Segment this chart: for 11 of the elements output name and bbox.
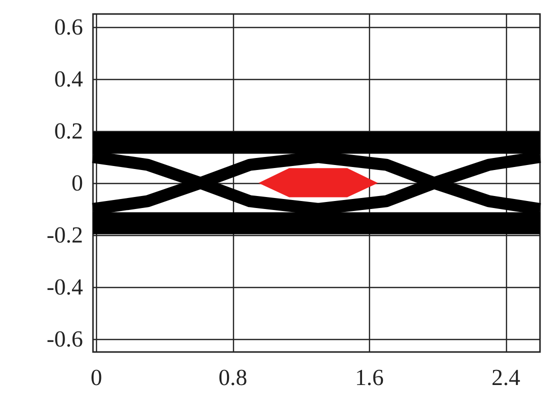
y-tick-label: 0.4 [54, 66, 84, 92]
y-tick-label: 0.6 [54, 14, 83, 40]
y-tick-label: -0.2 [46, 222, 83, 248]
y-tick-label: -0.6 [46, 326, 83, 352]
x-tick-label: 1.6 [355, 365, 384, 390]
y-tick-label: 0.2 [54, 118, 83, 144]
x-tick-label: 0.8 [218, 365, 248, 390]
x-tick-label: 2.4 [492, 365, 521, 390]
x-tick-label: 0 [90, 365, 102, 390]
y-tick-label: 0 [72, 170, 83, 196]
y-tick-label: -0.4 [46, 274, 84, 300]
